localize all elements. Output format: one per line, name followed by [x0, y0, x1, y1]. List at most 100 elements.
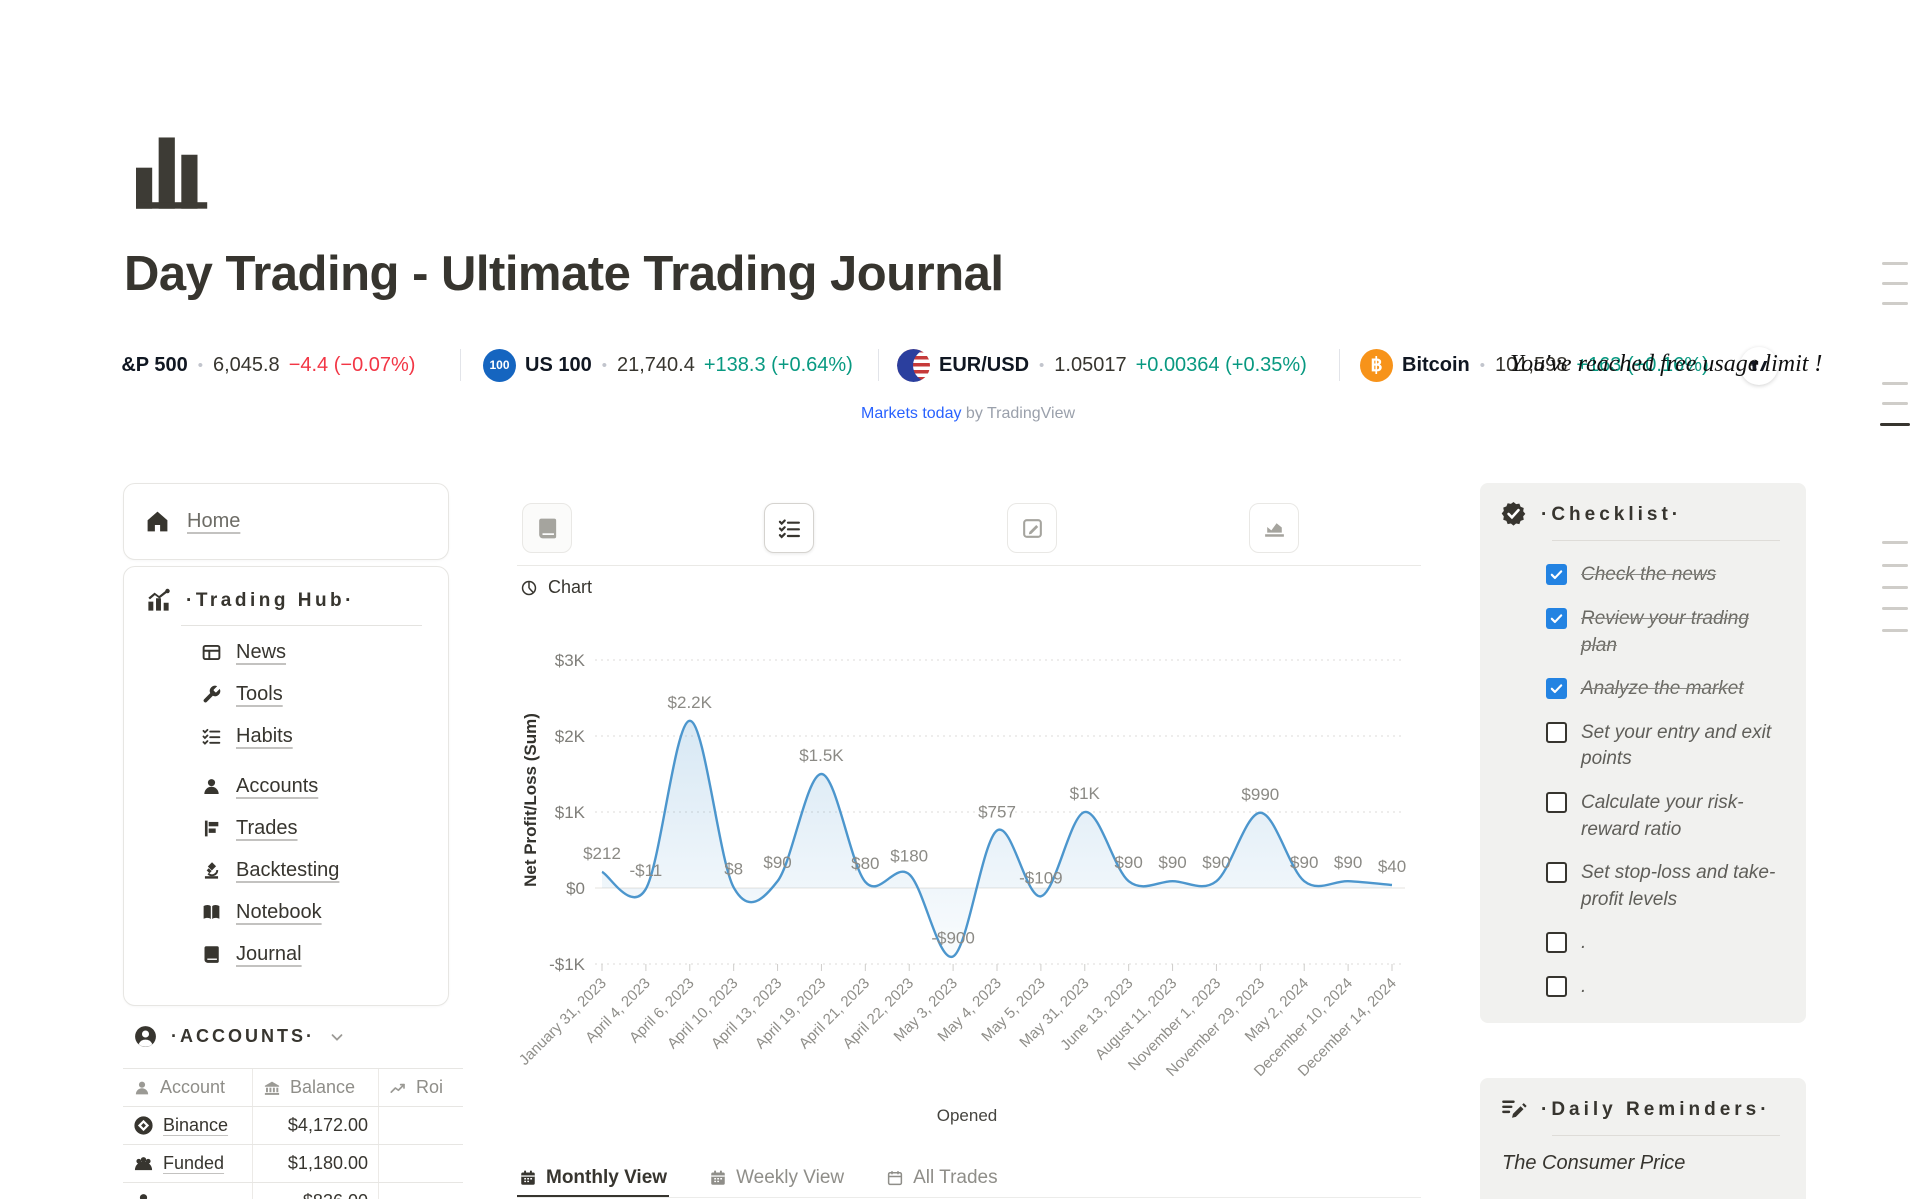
sidebar-item-label[interactable]: Journal: [236, 943, 302, 965]
tab-weekly-view[interactable]: Weekly View: [707, 1156, 846, 1197]
chart-section-toggle[interactable]: Chart: [520, 577, 592, 598]
accounts-title: ·ACCOUNTS·: [171, 1026, 315, 1046]
outline-dash[interactable]: [1882, 541, 1908, 544]
balance-value: $1,180.00: [287, 1153, 368, 1173]
checkbox-unchecked[interactable]: [1546, 975, 1567, 997]
sidebar-item-label[interactable]: Habits: [236, 725, 293, 747]
trading-hub-items: News Tools Habits Accounts Trades Backtesting…: [124, 636, 448, 971]
sidebar-item-label[interactable]: Accounts: [236, 775, 319, 797]
chart-button[interactable]: [1249, 503, 1299, 553]
checkbox-checked[interactable]: [1546, 607, 1567, 629]
ticker-caption-by: by TradingView: [961, 405, 1076, 422]
ticker-item-bitcoin[interactable]: ฿ Bitcoin • 101,598 +163 (+0.16%): [1360, 341, 1709, 389]
open-book-icon: [201, 902, 222, 923]
account-name-link[interactable]: Binance: [163, 1115, 229, 1135]
area-chart-icon: [1262, 516, 1287, 541]
sidebar-item-label[interactable]: Notebook: [236, 901, 322, 923]
ticker-item-eur-usd[interactable]: EUR/USD • 1.05017 +0.00364 (+0.35%): [897, 341, 1307, 389]
checkbox-unchecked[interactable]: [1546, 932, 1567, 954]
outline-dash[interactable]: [1882, 402, 1908, 405]
accounts-section-header[interactable]: ·ACCOUNTS·: [133, 1024, 449, 1049]
checkbox-unchecked[interactable]: [1546, 721, 1567, 743]
sidebar-item-notebook[interactable]: Notebook: [201, 896, 448, 929]
compose-button[interactable]: [1007, 503, 1057, 553]
sidebar-item-news[interactable]: News: [201, 636, 448, 669]
account-cell[interactable]: Funded: [123, 1145, 252, 1182]
checklist-item: Calculate your risk-reward ratio: [1546, 790, 1786, 843]
ticker-value: 21,740.4: [616, 353, 695, 376]
sidebar-item-trades[interactable]: Trades: [201, 812, 448, 845]
column-label: Balance: [290, 1077, 356, 1097]
checkbox-checked[interactable]: [1546, 564, 1567, 586]
accounts-table: Account Balance Roi Binance $4,172.00 Funded $…: [123, 1068, 463, 1199]
outline-dash[interactable]: [1882, 262, 1908, 265]
chevron-down-icon[interactable]: [328, 1028, 346, 1046]
account-cell[interactable]: Binance: [123, 1107, 252, 1144]
roi-cell: [378, 1183, 463, 1199]
sidebar-item-backtesting[interactable]: Backtesting: [201, 854, 448, 887]
sidebar-item-label[interactable]: Tools: [236, 683, 283, 705]
point-label: $212: [583, 844, 621, 863]
account-name-link[interactable]: Funded: [163, 1153, 225, 1173]
outline-dash[interactable]: [1882, 282, 1908, 285]
ticker-item-us-100[interactable]: 100 US 100 • 21,740.4 +138.3 (+0.64%): [483, 341, 853, 389]
ticker-separator-dot: •: [197, 356, 203, 374]
journal-button[interactable]: [522, 503, 572, 553]
checklist-item: Review your trading plan: [1546, 606, 1786, 659]
outline-dash[interactable]: [1882, 586, 1908, 589]
btc-badge-icon: ฿: [1360, 348, 1393, 382]
tab-monthly-view[interactable]: Monthly View: [517, 1156, 670, 1197]
sidebar-item-label[interactable]: News: [236, 641, 287, 663]
outline-dash[interactable]: [1882, 607, 1908, 610]
pie-chart-icon: [520, 579, 538, 597]
checkbox-checked[interactable]: [1546, 678, 1567, 700]
outline-dash[interactable]: [1882, 382, 1908, 385]
point-label: $90: [1202, 853, 1230, 872]
checklist-button[interactable]: [764, 503, 814, 553]
checkbox-unchecked[interactable]: [1546, 791, 1567, 813]
outline-dash[interactable]: [1882, 302, 1908, 305]
ticker-change: +138.3 (+0.64%): [703, 353, 853, 376]
checklist-items: Check the news Review your trading plan An…: [1546, 545, 1786, 1000]
sidebar-item-home[interactable]: Home: [187, 510, 241, 532]
checklist-item: Set stop-loss and take-profit levels: [1546, 860, 1786, 913]
balance-value: $4,172.00: [287, 1115, 368, 1135]
outline-dash[interactable]: [1882, 629, 1908, 632]
tab-all-trades[interactable]: All Trades: [884, 1156, 999, 1197]
column-header-account[interactable]: Account: [123, 1069, 252, 1106]
sidebar-item-label[interactable]: Backtesting: [236, 859, 340, 881]
checkbox-unchecked[interactable]: [1546, 862, 1567, 884]
ticker-value: 6,045.8: [212, 353, 280, 376]
checklist-item-text: Set stop-loss and take-profit levels: [1581, 862, 1776, 910]
checklist-item-text: Calculate your risk-reward ratio: [1581, 791, 1744, 840]
home-card[interactable]: Home: [123, 483, 449, 560]
account-cell[interactable]: [123, 1183, 252, 1199]
usage-limit-toast: You've reached free usage limit !: [1510, 351, 1823, 377]
page-icon bar-chart-icon[interactable]: [133, 131, 221, 213]
sidebar-item-label[interactable]: Trades: [236, 817, 298, 839]
ticker-symbol: US 100: [525, 353, 592, 376]
tradingview-logo-badge[interactable]: [1740, 347, 1778, 385]
market-ticker-tape[interactable]: S&P 500 • 6,045.8 −4.4 (−0.07%) 100 US 100 • 21…: [122, 341, 1814, 389]
sidebar-item-tools[interactable]: Tools: [201, 678, 448, 711]
us100-badge-icon: 100: [483, 348, 516, 382]
checklist-icon: [777, 516, 802, 541]
ticker-symbol: EUR/USD: [939, 353, 1030, 376]
column-header-roi[interactable]: Roi: [378, 1069, 463, 1106]
outline-dash[interactable]: [1880, 423, 1910, 426]
ticker-divider: [878, 349, 879, 381]
markets-today-link[interactable]: Markets today: [860, 405, 962, 422]
ticker-item-s-p-500[interactable]: S&P 500 • 6,045.8 −4.4 (−0.07%): [122, 341, 415, 389]
sidebar-item-accounts[interactable]: Accounts: [201, 770, 448, 803]
column-header-balance[interactable]: Balance: [252, 1069, 378, 1106]
balance-value: $836.00: [303, 1191, 368, 1199]
checklist-item-text: .: [1581, 975, 1587, 997]
ticker-change: −4.4 (−0.07%): [288, 353, 416, 376]
sidebar-item-habits[interactable]: Habits: [201, 720, 448, 753]
daily-reminders-title: ·Daily Reminders·: [1541, 1099, 1771, 1120]
sidebar-item-journal[interactable]: Journal: [201, 938, 448, 971]
point-label: -$900: [931, 928, 974, 947]
outline-dash[interactable]: [1882, 564, 1908, 567]
point-label: $90: [1114, 853, 1142, 872]
